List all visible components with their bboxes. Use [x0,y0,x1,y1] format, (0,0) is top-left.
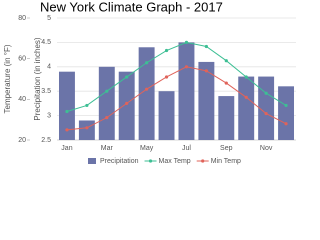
x-tick-label: Jul [182,145,191,152]
bar [238,76,255,140]
point [65,128,69,132]
y2-tick-label: 2.5 [41,137,51,144]
bar [118,71,135,140]
y2-axis-title: Precipitation (in inches) [33,37,42,120]
point [105,116,109,120]
legend-label: Precipitation [100,158,139,165]
point [145,61,149,65]
x-tick-label: Jan [61,145,72,152]
point [204,44,208,49]
x-tick-label: May [140,145,154,152]
bar [218,96,235,140]
point [85,126,89,130]
point [264,111,268,116]
point [145,87,149,91]
point [224,81,228,85]
point [204,69,208,73]
y-tick-label: 80 [18,15,26,22]
point [85,103,89,108]
y2-tick-label: 4.5 [41,39,51,46]
point [65,109,69,114]
bar [98,66,115,140]
chart-title: New York Climate Graph - 2017 [40,0,223,14]
bar [178,42,195,140]
point [125,75,129,79]
x-tick-label: Sep [220,145,233,152]
y-axis-title: Temperature (in °F) [3,44,12,113]
x-tick-label: Nov [260,145,273,152]
point [164,75,169,79]
point [224,59,228,63]
y2-tick-label: 5 [47,15,51,22]
legend-swatch [148,159,153,163]
bar [278,86,295,140]
point [164,48,169,53]
bar [58,71,75,140]
bar [158,91,175,140]
point [264,91,268,95]
chart: New York Climate Graph - 2017 Temperatur… [3,0,296,165]
y2-tick-label: 3 [47,112,51,119]
y2-tick-label: 3.5 [41,88,51,95]
point [184,65,189,69]
y-tick-label: 20 [18,137,26,144]
point [244,95,248,99]
bar [258,76,275,140]
legend-label: Min Temp [211,158,241,165]
y-tick-label: 60 [18,56,26,63]
point [184,40,189,45]
y-tick-label: 40 [18,96,26,103]
legend-label: Max Temp [159,158,191,165]
line [66,41,287,113]
bar [198,61,215,140]
point [125,101,129,105]
point [244,75,248,79]
line [66,66,287,131]
point [284,103,288,108]
bar [138,47,155,140]
point [105,89,109,93]
legend-swatch [88,158,96,164]
point [284,122,288,126]
legend-swatch [201,159,205,163]
bar [78,120,95,140]
x-tick-label: Mar [101,145,114,152]
y2-tick-label: 4 [47,64,51,71]
